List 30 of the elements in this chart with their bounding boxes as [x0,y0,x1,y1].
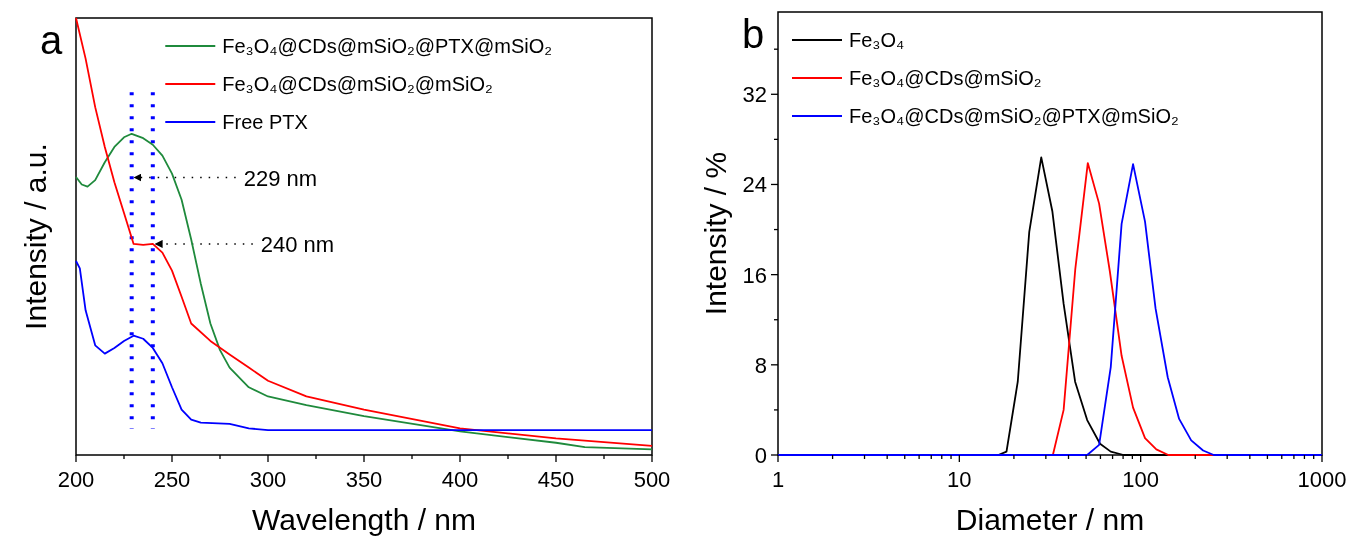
ref-line-label: 240 nm [260,231,335,257]
chart-title: b [742,12,765,56]
legend-label: Free PTX [222,111,308,133]
y-tick-label: 8 [754,352,767,378]
x-tick-label: 10 [947,467,972,492]
x-tick-label: 250 [153,467,191,492]
y-tick-label: 16 [742,262,767,288]
x-tick-label: 200 [57,467,95,492]
x-tick-label: 1 [771,467,785,492]
x-tick-label: 450 [537,467,575,492]
x-tick-label: 300 [249,467,287,492]
y-axis-title: Intensity / % [699,151,732,316]
x-axis-title: Wavelength / nm [252,503,476,536]
x-tick-label: 500 [633,467,671,492]
x-axis-title: Diameter / nm [955,503,1145,536]
legend-label: Fe₃O₄@CDs@mSiO₂@PTX@mSiO₂ [849,105,1179,127]
y-axis-title: Intensity / a.u. [19,143,52,330]
legend-label: Fe₃O₄@CDs@mSiO₂@PTX@mSiO₂ [222,35,553,57]
legend-label: Fe₃O₄@CDs@mSiO₂ [849,67,1042,89]
x-tick-label: 100 [1122,467,1160,492]
y-tick-label: 24 [742,172,767,198]
y-tick-label: 32 [742,82,767,108]
legend-label: Fe₃O₄@CDs@mSiO₂@mSiO₂ [222,73,493,95]
x-tick-label: 350 [345,467,383,492]
ref-line-label: 229 nm [243,165,318,191]
chart-title: a [40,18,63,62]
x-tick-label: 1000 [1297,467,1347,492]
y-tick-label: 0 [754,443,767,468]
x-tick-label: 400 [441,467,479,492]
legend-label: Fe₃O₄ [849,29,905,51]
